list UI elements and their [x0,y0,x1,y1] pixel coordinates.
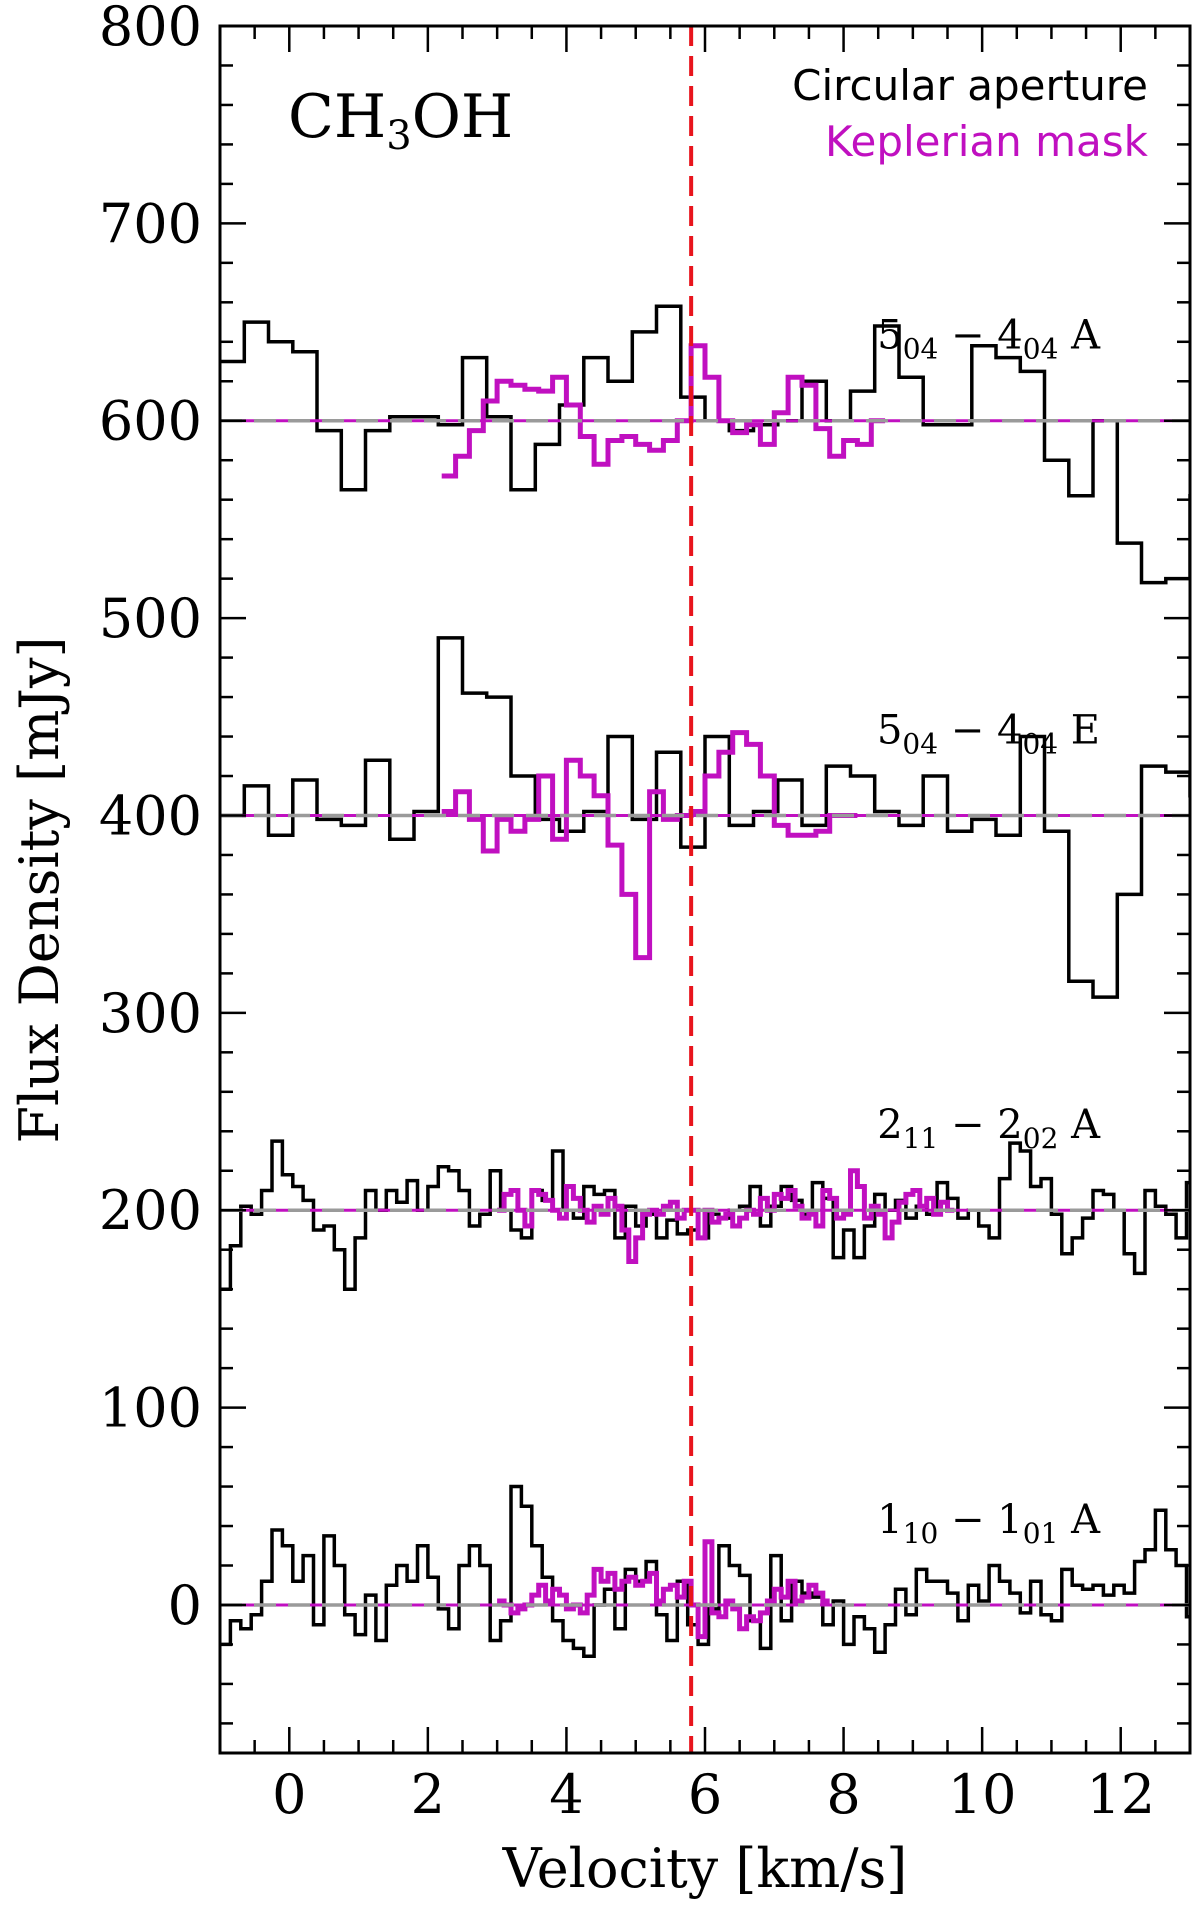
transition-label-part: − [938,1102,997,1148]
y-tick-label: 800 [99,0,202,58]
transition-label-part: − [938,313,997,359]
x-tick-label: 4 [549,1763,583,1826]
panel-2 [220,1139,1190,1291]
series-circular-aperture [220,1139,1190,1291]
y-tick-label: 600 [99,390,202,453]
transition-label: 110 − 101 A [877,1497,1101,1550]
legend: Circular aperture Keplerian mask [792,61,1149,166]
y-tick-label: 500 [99,587,202,650]
transition-label-part: A [1058,1102,1101,1148]
molecule-main: CH [288,82,386,152]
transition-label-part: 11 [903,1122,939,1155]
series-circular-aperture [220,636,1190,999]
series-keplerian-mask [441,343,886,479]
transition-label-part: 01 [1023,1517,1059,1550]
y-tick-label: 200 [99,1179,202,1242]
molecule-tail: OH [412,82,514,152]
transition-label-part: − [938,707,997,753]
legend-keplerian-mask: Keplerian mask [825,117,1149,166]
molecule-label: CH3OH [288,82,513,159]
transition-label-part: E [1058,707,1100,753]
transition-label-part: A [1058,313,1101,359]
y-tick-label: 400 [99,784,202,847]
transition-label-part: 04 [1023,333,1059,366]
plot-frame [218,24,1192,1755]
transition-label-part: 10 [903,1517,939,1550]
panel-1 [220,636,1190,999]
series-keplerian-mask [441,730,858,961]
transition-label-part: 04 [1022,727,1058,760]
transition-label: 211 − 202 A [877,1102,1101,1155]
transition-label-part: 5 [877,313,902,359]
series-circular-aperture [220,304,1190,585]
y-tick-label: 700 [99,192,202,255]
panel-0 [220,304,1190,585]
transition-label-part: 2 [877,1102,902,1148]
transition-label-part: 04 [902,727,938,760]
x-tick-label: 2 [411,1763,445,1826]
molecule-subscript: 3 [386,113,411,159]
svg-text:CH3OH: CH3OH [288,82,513,159]
transition-label-part: 1 [877,1497,902,1543]
x-tick-label: 6 [688,1763,722,1826]
x-axis-label: Velocity [km/s] [502,1837,908,1900]
y-tick-label: 300 [99,982,202,1045]
transition-label-part: 04 [903,333,939,366]
transition-label-part: 02 [1023,1122,1059,1155]
plot-area [220,26,1190,1753]
transition-label: 504 − 404 E [877,707,1100,760]
transition-label: 504 − 404 A [877,313,1101,366]
y-tick-label: 0 [168,1574,202,1637]
y-tick-label: 100 [99,1377,202,1440]
x-tick-label: 8 [826,1763,860,1826]
x-tick-label: 10 [948,1763,1017,1826]
transition-label-part: − [938,1497,997,1543]
transition-label-part: 2 [997,1102,1022,1148]
panel-3 [220,1484,1190,1659]
series-circular-aperture [220,1484,1190,1659]
transition-label-part: 4 [997,313,1022,359]
y-axis-label: Flux Density [mJy] [8,636,71,1143]
x-tick-label: 0 [272,1763,306,1826]
legend-circular-aperture: Circular aperture [792,61,1148,110]
transition-label-part: A [1058,1497,1101,1543]
transition-label-part: 1 [997,1497,1022,1543]
transition-label-part: 5 [877,707,902,753]
transition-label-part: 4 [997,707,1022,753]
x-tick-label: 12 [1086,1763,1155,1826]
series-keplerian-mask [497,1539,830,1640]
